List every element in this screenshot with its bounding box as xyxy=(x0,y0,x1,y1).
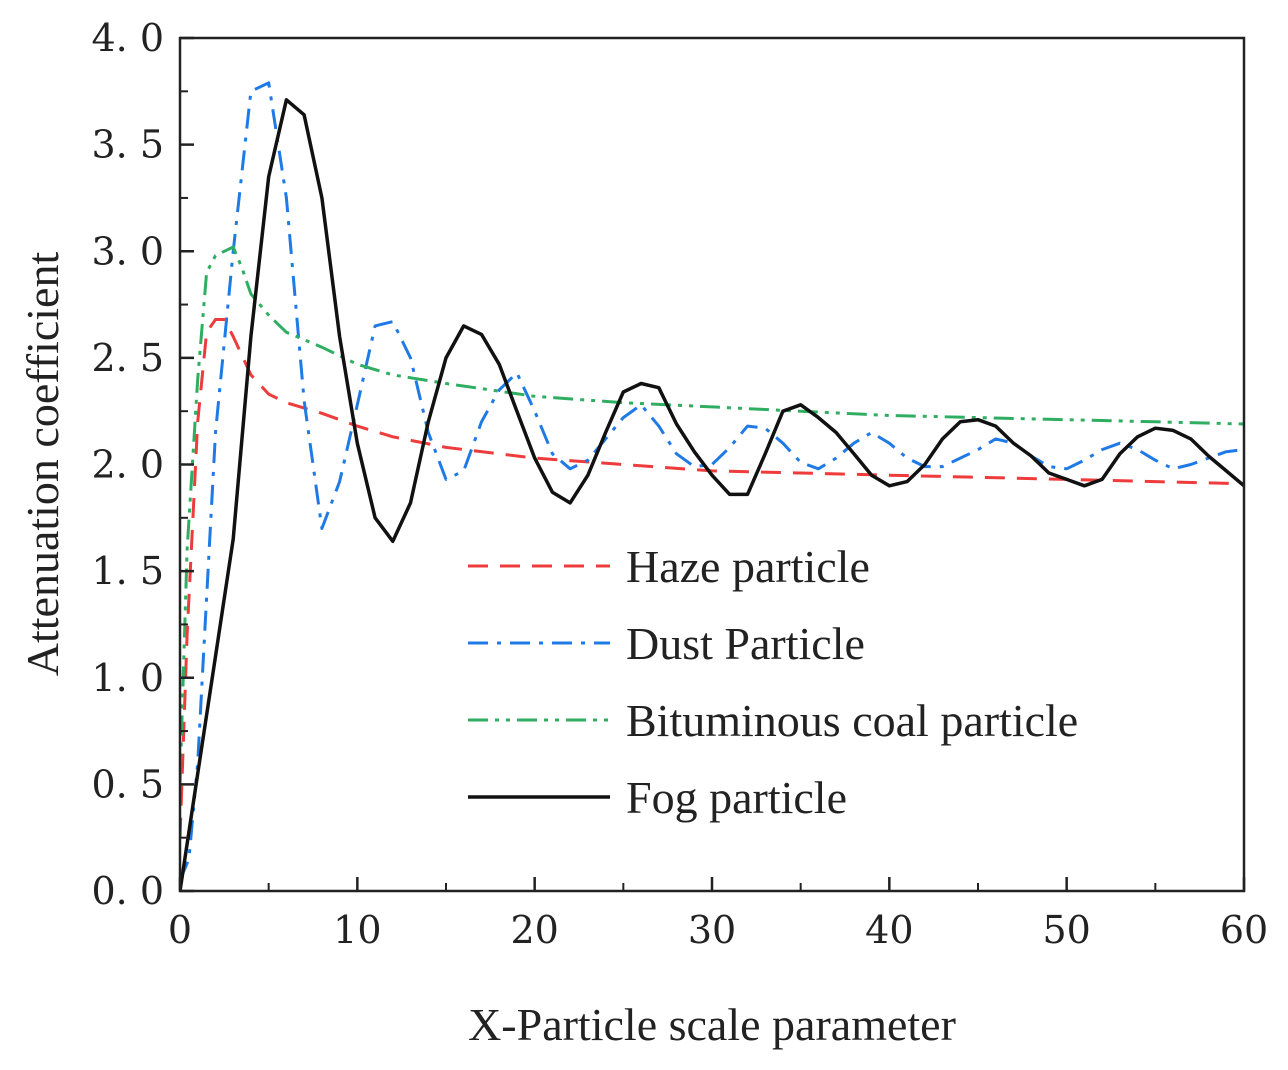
x-tick-label: 40 xyxy=(865,908,913,952)
y-tick-label: 3. 0 xyxy=(91,229,164,273)
y-tick-label: 1. 5 xyxy=(91,549,164,593)
tick-layer: 0 10 20 30 40 50 60 0. 0 0. 5 1. 0 1. 5 2. 0 2. 5 3. … xyxy=(91,16,1268,952)
x-tick-label: 20 xyxy=(510,908,558,952)
y-tick-label: 0. 5 xyxy=(91,762,164,806)
legend-label: Bituminous coal particle xyxy=(626,695,1078,746)
x-tick-label: 10 xyxy=(333,908,381,952)
series-line-dust-particle xyxy=(180,81,1244,881)
legend-item: Fog particle xyxy=(468,772,847,823)
x-tick-label: 30 xyxy=(688,908,736,952)
series-line-bituminous-coal-particle xyxy=(180,245,1244,785)
y-tick-label: 2. 0 xyxy=(91,443,164,487)
x-tick-label: 0 xyxy=(168,908,192,952)
x-tick-label: 50 xyxy=(1042,908,1090,952)
y-tick-label: 1. 0 xyxy=(91,656,164,700)
series-line-haze-particle xyxy=(180,318,1244,838)
legend-label: Haze particle xyxy=(626,541,870,592)
legend-item: Dust Particle xyxy=(468,618,865,669)
series-line-fog-particle xyxy=(180,98,1244,891)
x-axis-title: X-Particle scale parameter xyxy=(468,999,956,1050)
legend-item: Haze particle xyxy=(468,541,870,592)
legend-label: Fog particle xyxy=(626,772,847,823)
series-layer xyxy=(180,81,1244,891)
y-axis-title: Attenuation coefficient xyxy=(17,252,68,677)
legend: Haze particle Dust Particle Bituminous coa… xyxy=(468,541,1078,823)
y-tick-label: 3. 5 xyxy=(91,123,164,167)
y-tick-label: 0. 0 xyxy=(91,869,164,913)
legend-item: Bituminous coal particle xyxy=(468,695,1078,746)
y-tick-label: 4. 0 xyxy=(91,16,164,60)
legend-label: Dust Particle xyxy=(626,618,865,669)
plot-frame xyxy=(178,36,1246,893)
y-tick-label: 2. 5 xyxy=(91,336,164,380)
x-tick-label: 60 xyxy=(1220,908,1268,952)
